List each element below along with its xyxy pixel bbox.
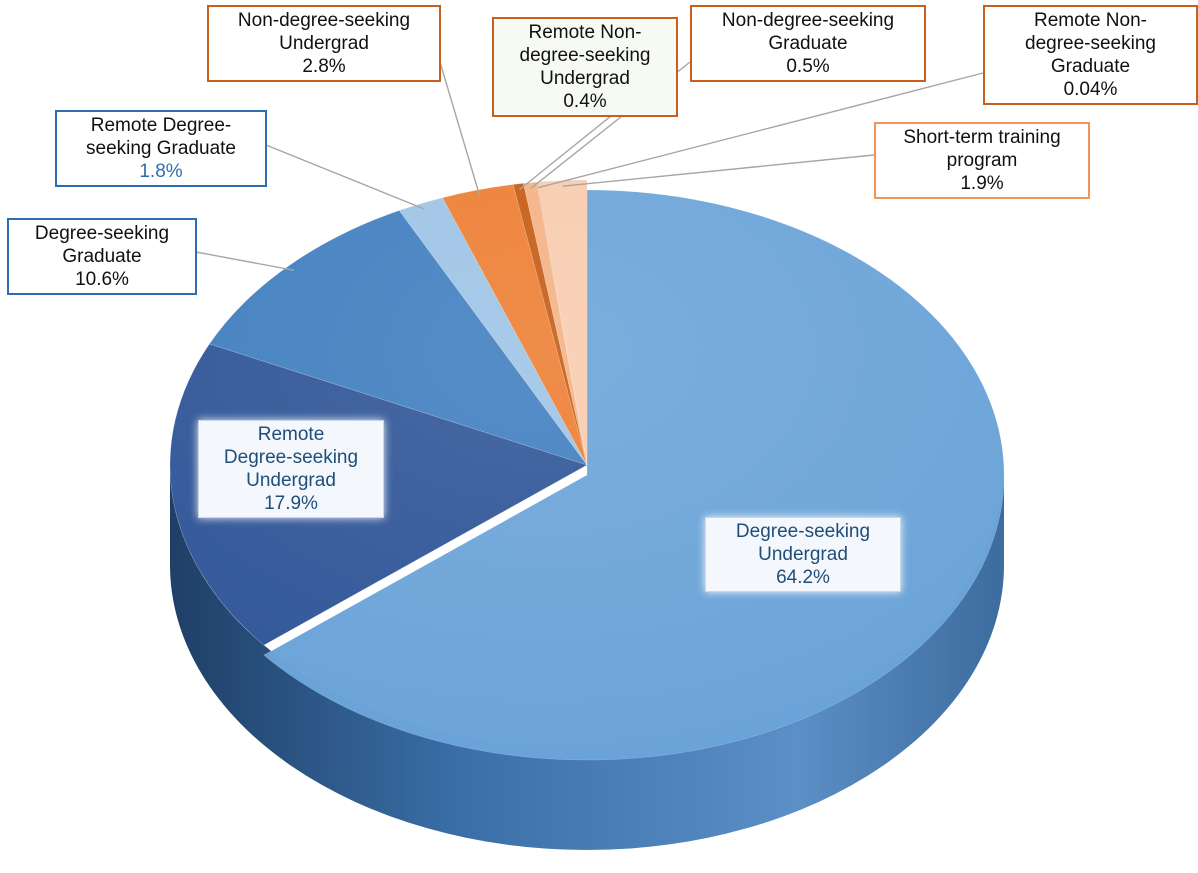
label-degree-seeking-undergrad: Degree-seeking Undergrad 64.2% — [705, 517, 901, 592]
label-remote-degree-seeking-graduate: Remote Degree- seeking Graduate 1.8% — [55, 110, 267, 187]
leader-line-degree-seeking-graduate — [195, 251, 295, 271]
label-remote-non-degree-seeking-graduate: Remote Non- degree-seeking Graduate 0.04… — [983, 5, 1198, 105]
label-non-degree-seeking-graduate: Non-degree-seeking Graduate 0.5% — [690, 5, 926, 82]
label-remote-non-degree-seeking-undergrad: Remote Non- degree-seeking Undergrad 0.4… — [492, 17, 678, 117]
leader-line-short-term-training-program — [562, 154, 875, 187]
leader-line-remote-degree-seeking-graduate — [265, 144, 425, 210]
leader-line-remote-non-degree-seeking-graduate — [537, 72, 984, 189]
label-degree-seeking-graduate: Degree-seeking Graduate 10.6% — [7, 218, 197, 295]
leader-line-non-degree-seeking-undergrad — [439, 61, 481, 196]
label-remote-degree-seeking-undergrad: Remote Degree-seeking Undergrad 17.9% — [198, 420, 384, 518]
pie-top-shine — [170, 180, 1004, 750]
pie-side-wall — [170, 465, 1004, 850]
label-short-term-training-program: Short-term training program 1.9% — [874, 122, 1090, 199]
label-non-degree-seeking-undergrad: Non-degree-seeking Undergrad 2.8% — [207, 5, 441, 82]
